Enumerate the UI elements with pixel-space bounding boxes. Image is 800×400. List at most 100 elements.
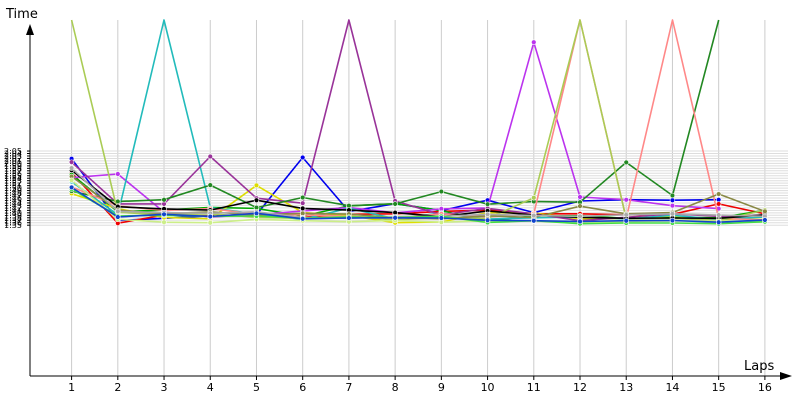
grid-lines — [30, 20, 788, 376]
x-tick-label: 14 — [665, 381, 679, 394]
data-point — [531, 195, 537, 201]
x-tick-label: 11 — [527, 381, 541, 394]
y-tick-label: 1:44 — [4, 199, 22, 208]
data-point — [531, 218, 537, 224]
x-tick-label: 6 — [299, 381, 306, 394]
y-tick-label: 2:04 — [4, 150, 22, 159]
y-tick-label: 1:53 — [4, 177, 22, 186]
y-tick-label: 1:41 — [4, 206, 22, 215]
y-tick-label: 1:51 — [4, 182, 22, 191]
data-point — [68, 159, 75, 165]
data-point — [207, 213, 213, 220]
y-tick-label: 1:45 — [4, 196, 22, 205]
data-point — [484, 211, 491, 218]
data-point — [161, 219, 167, 225]
data-point — [669, 192, 676, 199]
x-tick-label: 7 — [345, 381, 352, 394]
series-line — [71, 186, 765, 223]
y-tick-label: 1:52 — [4, 179, 22, 188]
y-tick-label: 1:48 — [4, 189, 22, 198]
y-tick-label: 2:00 — [4, 159, 22, 168]
data-point — [623, 218, 629, 224]
y-tick-label: 1:57 — [4, 167, 22, 176]
data-point — [299, 200, 306, 206]
data-point — [669, 202, 676, 209]
data-point — [346, 215, 352, 221]
y-tick-label: 1:42 — [4, 204, 22, 213]
data-point — [623, 159, 629, 166]
x-axis-title: Laps — [744, 359, 774, 374]
y-tick-label: 1:58 — [4, 164, 22, 173]
data-point — [115, 171, 121, 177]
data-point — [392, 201, 398, 207]
x-tick-label: 8 — [392, 381, 399, 394]
x-tick-label: 13 — [619, 381, 633, 394]
series-layer — [68, 19, 768, 227]
data-point — [438, 215, 445, 221]
y-tick-label: 2:02 — [4, 154, 22, 163]
data-point — [715, 219, 722, 225]
data-point — [762, 208, 768, 215]
tick-labels: 1 2 3 4 5 6 7 8 9 10 11 12 13 14 15 161:361:371:381:391… — [4, 147, 772, 394]
series-6 — [68, 19, 768, 222]
y-tick-label: 1:38 — [4, 214, 22, 223]
data-point — [438, 188, 445, 195]
y-tick-label: 1:39 — [4, 211, 22, 220]
data-point — [484, 217, 491, 223]
data-point — [115, 208, 121, 215]
axes — [26, 24, 792, 380]
y-tick-label: 1:47 — [4, 192, 22, 201]
data-point — [299, 205, 306, 212]
data-point — [531, 39, 537, 45]
data-point — [577, 213, 583, 219]
data-point — [577, 218, 583, 225]
y-tick-label: 1:43 — [4, 201, 22, 210]
data-point — [115, 214, 121, 220]
y-tick-label: 1:49 — [4, 187, 22, 196]
y-axis-title: Time — [5, 7, 38, 22]
data-point — [669, 211, 676, 217]
y-tick-label: 1:46 — [4, 194, 22, 203]
data-point — [484, 201, 491, 207]
series-line — [71, 19, 765, 221]
data-point — [762, 217, 768, 223]
series-16 — [68, 184, 768, 225]
y-tick-label: 1:36 — [4, 219, 22, 228]
data-point — [531, 212, 537, 219]
data-point — [577, 203, 583, 209]
y-tick-label: 1:54 — [4, 174, 22, 183]
y-tick-label: 1:40 — [4, 209, 22, 218]
data-point — [577, 194, 583, 200]
data-point — [715, 191, 722, 197]
x-tick-label: 16 — [758, 381, 772, 394]
x-tick-label: 1 — [68, 381, 75, 394]
data-point — [68, 184, 75, 191]
data-point — [669, 197, 676, 203]
data-point — [253, 197, 260, 203]
series-line — [71, 19, 765, 221]
y-tick-label: 2:05 — [4, 147, 22, 156]
data-point — [669, 217, 676, 224]
y-tick-label: 2:03 — [4, 152, 22, 161]
x-tick-label: 5 — [253, 381, 260, 394]
y-tick-label: 1:59 — [4, 162, 22, 171]
x-tick-label: 3 — [161, 381, 168, 394]
data-point — [68, 165, 75, 171]
x-tick-label: 10 — [481, 381, 495, 394]
x-tick-label: 4 — [207, 381, 214, 394]
y-tick-label: 1:55 — [4, 172, 22, 181]
data-point — [161, 211, 167, 218]
x-axis-arrow — [780, 372, 792, 380]
data-point — [299, 216, 306, 222]
data-point — [299, 194, 306, 201]
series-line — [71, 19, 765, 222]
series-9 — [68, 19, 768, 223]
series-8 — [68, 19, 720, 211]
data-point — [207, 220, 213, 226]
data-point — [715, 212, 722, 218]
x-tick-label: 15 — [712, 381, 726, 394]
data-point — [161, 197, 167, 203]
y-tick-label: 1:50 — [4, 184, 22, 193]
data-point — [253, 210, 260, 217]
